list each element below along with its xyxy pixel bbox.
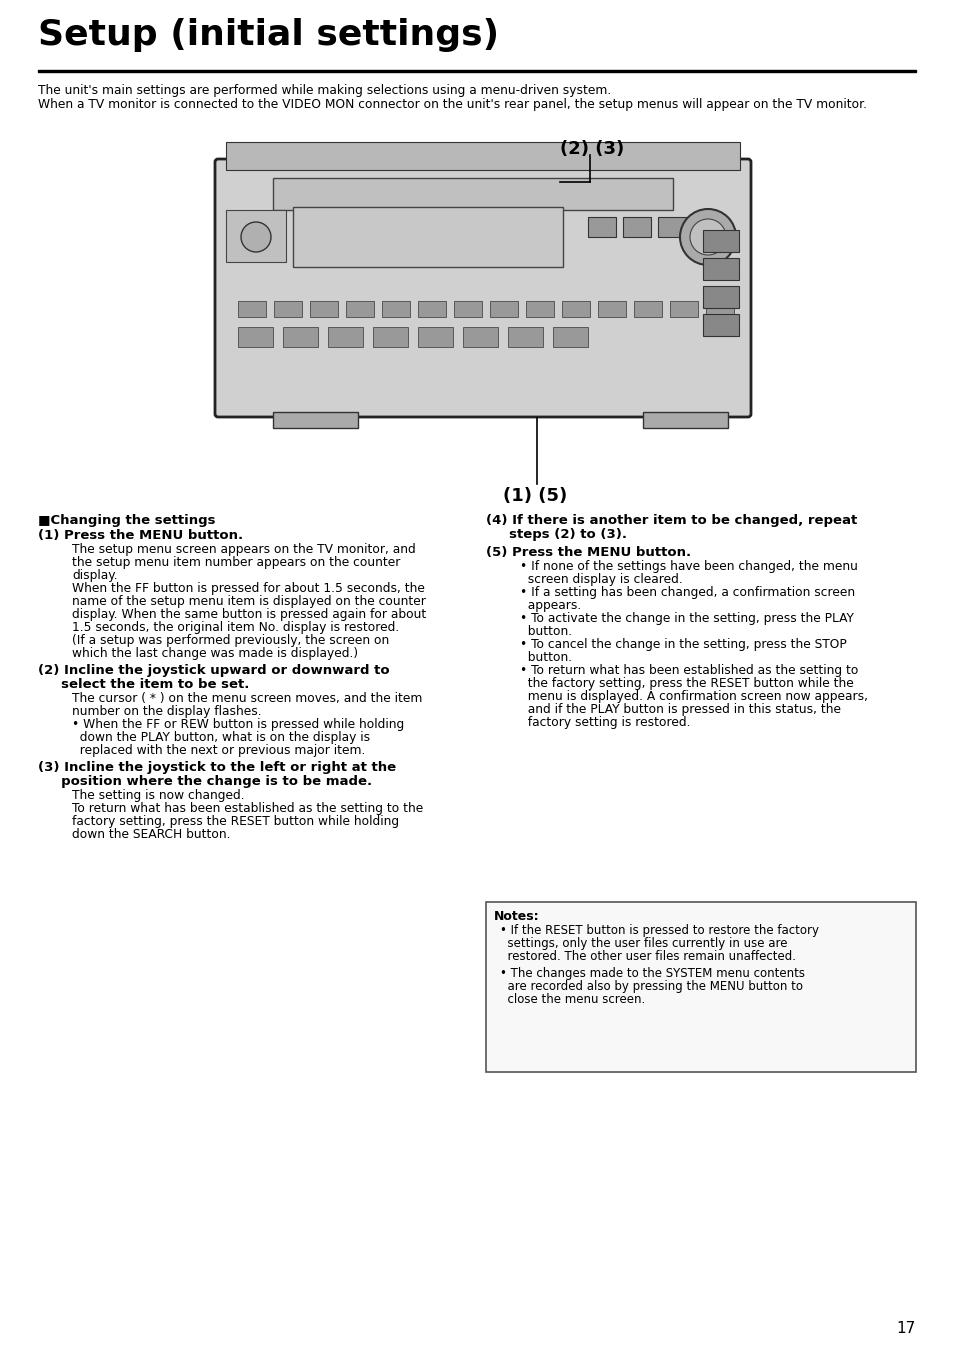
Text: display. When the same button is pressed again for about: display. When the same button is pressed…	[71, 608, 426, 621]
Bar	[669, 301, 698, 317]
Text: Setup (initial settings): Setup (initial settings)	[38, 18, 498, 53]
Text: settings, only the user files currently in use are: settings, only the user files currently …	[499, 938, 786, 950]
Bar	[702, 314, 739, 336]
Bar	[310, 301, 337, 317]
Bar	[634, 301, 661, 317]
Bar	[462, 326, 497, 347]
Bar	[237, 326, 273, 347]
Text: down the PLAY button, what is on the display is: down the PLAY button, what is on the dis…	[71, 731, 370, 745]
Bar	[561, 301, 589, 317]
Text: button.: button.	[519, 625, 572, 638]
Bar	[507, 326, 542, 347]
Text: • To activate the change in the setting, press the PLAY: • To activate the change in the setting,…	[519, 612, 853, 625]
Bar	[226, 210, 286, 262]
Text: steps (2) to (3).: steps (2) to (3).	[485, 527, 626, 541]
Bar	[642, 411, 727, 428]
Text: • If none of the settings have been changed, the menu: • If none of the settings have been chan…	[519, 560, 857, 573]
Bar	[702, 258, 739, 281]
Text: factory setting, press the RESET button while holding: factory setting, press the RESET button …	[71, 815, 398, 828]
Circle shape	[241, 223, 271, 252]
Text: The setting is now changed.: The setting is now changed.	[71, 789, 244, 803]
Bar	[587, 217, 616, 237]
Text: button.: button.	[519, 652, 572, 664]
Text: (4) If there is another item to be changed, repeat: (4) If there is another item to be chang…	[485, 514, 857, 527]
Bar	[525, 301, 554, 317]
Text: are recorded also by pressing the MENU button to: are recorded also by pressing the MENU b…	[499, 979, 802, 993]
Text: replaced with the next or previous major item.: replaced with the next or previous major…	[71, 745, 365, 757]
FancyBboxPatch shape	[214, 159, 750, 417]
Bar	[237, 301, 266, 317]
Bar	[346, 301, 374, 317]
Bar	[274, 301, 302, 317]
Text: When the FF button is pressed for about 1.5 seconds, the: When the FF button is pressed for about …	[71, 581, 424, 595]
Text: Notes:: Notes:	[494, 911, 539, 923]
Circle shape	[679, 209, 735, 264]
Bar	[702, 286, 739, 308]
Text: and if the PLAY button is pressed in this status, the: and if the PLAY button is pressed in thi…	[519, 703, 841, 716]
Text: (5) Press the MENU button.: (5) Press the MENU button.	[485, 546, 690, 558]
Text: The cursor ( * ) on the menu screen moves, and the item: The cursor ( * ) on the menu screen move…	[71, 692, 422, 706]
Text: • When the FF or REW button is pressed while holding: • When the FF or REW button is pressed w…	[71, 718, 404, 731]
Bar	[485, 902, 915, 1072]
Text: number on the display flashes.: number on the display flashes.	[71, 706, 261, 718]
Text: position where the change is to be made.: position where the change is to be made.	[38, 774, 372, 788]
Text: 17: 17	[896, 1321, 915, 1336]
Bar	[328, 326, 363, 347]
Bar	[283, 326, 317, 347]
Text: (2) (3): (2) (3)	[559, 140, 623, 158]
Text: display.: display.	[71, 569, 117, 581]
Circle shape	[689, 219, 725, 255]
Bar	[553, 326, 587, 347]
Text: To return what has been established as the setting to the: To return what has been established as t…	[71, 803, 423, 815]
Text: • To return what has been established as the setting to: • To return what has been established as…	[519, 664, 858, 677]
Text: (1) (5): (1) (5)	[502, 487, 567, 505]
Text: (3) Incline the joystick to the left or right at the: (3) Incline the joystick to the left or …	[38, 761, 395, 774]
Bar	[490, 301, 517, 317]
Bar	[454, 301, 481, 317]
Text: • The changes made to the SYSTEM menu contents: • The changes made to the SYSTEM menu co…	[499, 967, 804, 979]
Bar	[273, 178, 672, 210]
Text: • If the RESET button is pressed to restore the factory: • If the RESET button is pressed to rest…	[499, 924, 818, 938]
Bar	[598, 301, 625, 317]
Text: (2) Incline the joystick upward or downward to: (2) Incline the joystick upward or downw…	[38, 664, 389, 677]
Bar	[658, 217, 685, 237]
Text: name of the setup menu item is displayed on the counter: name of the setup menu item is displayed…	[71, 595, 425, 608]
Bar	[373, 326, 408, 347]
Bar	[381, 301, 410, 317]
Bar	[273, 411, 357, 428]
Bar	[702, 229, 739, 252]
Text: (If a setup was performed previously, the screen on: (If a setup was performed previously, th…	[71, 634, 389, 648]
Bar	[293, 206, 562, 267]
Text: When a TV monitor is connected to the VIDEO MON connector on the unit's rear pan: When a TV monitor is connected to the VI…	[38, 98, 866, 111]
Text: factory setting is restored.: factory setting is restored.	[519, 716, 690, 728]
Text: select the item to be set.: select the item to be set.	[38, 679, 249, 691]
Text: (1) Press the MENU button.: (1) Press the MENU button.	[38, 529, 243, 542]
Bar	[417, 326, 453, 347]
Text: The setup menu screen appears on the TV monitor, and: The setup menu screen appears on the TV …	[71, 544, 416, 556]
Text: • To cancel the change in the setting, press the STOP: • To cancel the change in the setting, p…	[519, 638, 846, 652]
Text: screen display is cleared.: screen display is cleared.	[519, 573, 682, 585]
Bar	[622, 217, 650, 237]
Text: appears.: appears.	[519, 599, 580, 612]
Text: the factory setting, press the RESET button while the: the factory setting, press the RESET but…	[519, 677, 853, 689]
Bar	[705, 301, 733, 317]
Text: the setup menu item number appears on the counter: the setup menu item number appears on th…	[71, 556, 400, 569]
Text: close the menu screen.: close the menu screen.	[499, 993, 644, 1006]
Text: 1.5 seconds, the original item No. display is restored.: 1.5 seconds, the original item No. displ…	[71, 621, 399, 634]
Text: down the SEARCH button.: down the SEARCH button.	[71, 828, 231, 840]
Text: menu is displayed. A confirmation screen now appears,: menu is displayed. A confirmation screen…	[519, 689, 867, 703]
Text: The unit's main settings are performed while making selections using a menu-driv: The unit's main settings are performed w…	[38, 84, 611, 97]
Text: restored. The other user files remain unaffected.: restored. The other user files remain un…	[499, 950, 795, 963]
Text: • If a setting has been changed, a confirmation screen: • If a setting has been changed, a confi…	[519, 585, 854, 599]
Text: which the last change was made is displayed.): which the last change was made is displa…	[71, 648, 357, 660]
Bar	[38, 70, 915, 71]
Text: ■Changing the settings: ■Changing the settings	[38, 514, 215, 527]
Bar	[417, 301, 446, 317]
Bar	[226, 142, 740, 170]
